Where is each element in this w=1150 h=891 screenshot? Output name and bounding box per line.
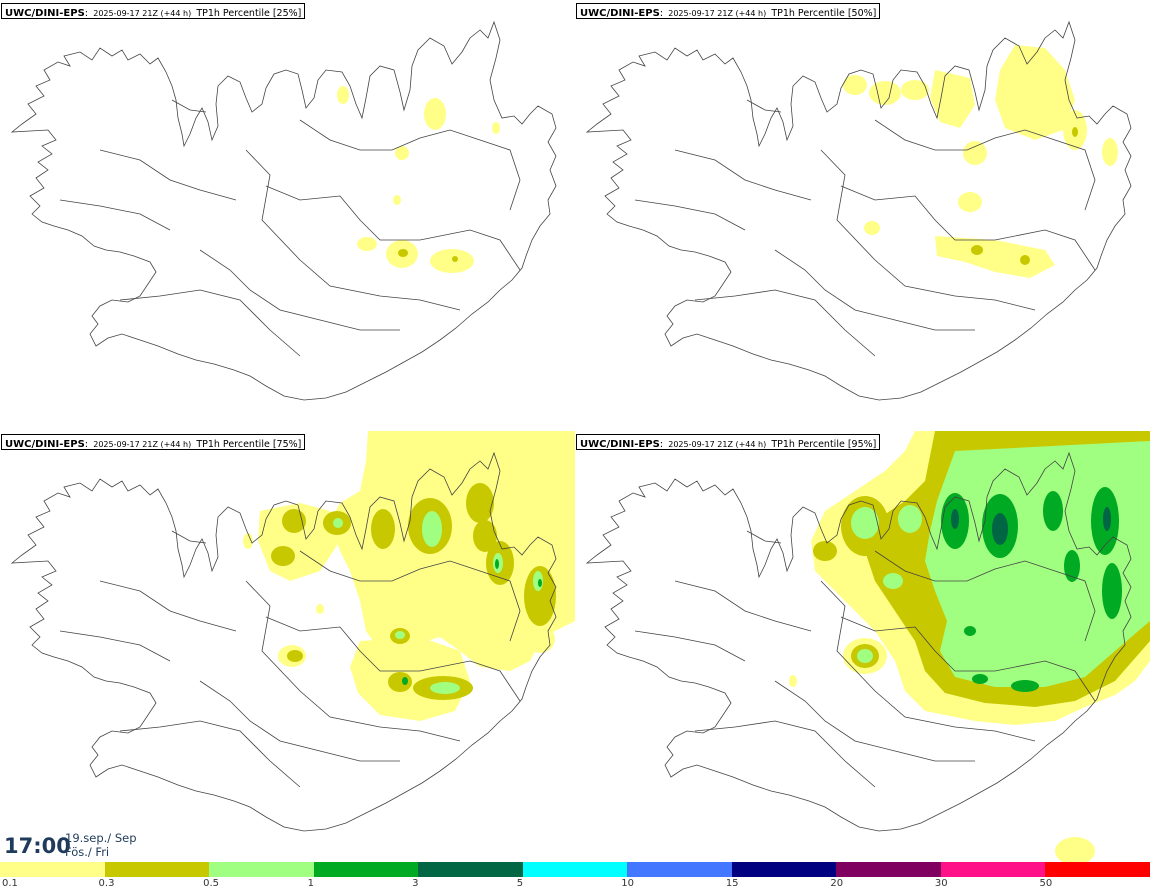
- legend-swatch: [522, 862, 629, 877]
- legend-swatch: [731, 862, 838, 877]
- map-panel-75: UWC/DINI-EPS: 2025-09-17 21Z (+44 h) TP1…: [0, 431, 575, 862]
- precip-field: [243, 431, 575, 721]
- legend-bar: [0, 862, 1150, 877]
- legend-label: 15: [725, 878, 739, 889]
- legend-swatch: [940, 862, 1047, 877]
- map-panel-50: UWC/DINI-EPS: 2025-09-17 21Z (+44 h) TP1…: [575, 0, 1150, 431]
- parameter-label: TP1h Percentile [95%]: [771, 439, 877, 450]
- model-name: UWC/DINI-EPS: [580, 439, 660, 450]
- legend-label: 0.1: [2, 878, 18, 889]
- legend-label: 50: [1039, 878, 1053, 889]
- legend-label: 10: [621, 878, 634, 889]
- legend-swatch: [209, 862, 316, 877]
- panel-title: UWC/DINI-EPS: 2025-09-17 21Z (+44 h) TP1…: [576, 434, 881, 450]
- map-panel-95: UWC/DINI-EPS: 2025-09-17 21Z (+44 h) TP1…: [575, 431, 1150, 862]
- legend-swatch: [104, 862, 211, 877]
- legend-swatch: [1045, 862, 1150, 877]
- valid-time-box: 17:00 19.sep./ Sep Fös./ Fri: [0, 826, 140, 862]
- legend-swatch: [418, 862, 525, 877]
- legend-swatch: [313, 862, 420, 877]
- legend-label: 0.5: [203, 878, 219, 889]
- legend-label: 1: [307, 878, 314, 889]
- panel-title: UWC/DINI-EPS: 2025-09-17 21Z (+44 h) TP1…: [1, 3, 306, 19]
- panel-title: UWC/DINI-EPS: 2025-09-17 21Z (+44 h) TP1…: [576, 3, 881, 19]
- parameter-label: TP1h Percentile [25%]: [196, 8, 302, 19]
- iceland-map: [11, 21, 557, 401]
- iceland-map: [586, 431, 1150, 862]
- legend-label: 30: [934, 878, 948, 889]
- legend-label: 0.3: [98, 878, 115, 889]
- precip-field: [843, 45, 1118, 278]
- model-name: UWC/DINI-EPS: [580, 8, 660, 19]
- precip-field: [337, 86, 500, 273]
- run-time: 2025-09-17 21Z (+44 h): [668, 9, 767, 18]
- iceland-map: [586, 21, 1132, 401]
- legend-swatch: [836, 862, 943, 877]
- panel-title: UWC/DINI-EPS: 2025-09-17 21Z (+44 h) TP1…: [1, 434, 306, 450]
- valid-weekday: Fös./ Fri: [65, 845, 110, 859]
- iceland-map: [11, 431, 575, 832]
- valid-date: 19.sep./ Sep: [65, 831, 137, 845]
- run-time: 2025-09-17 21Z (+44 h): [668, 440, 767, 449]
- valid-time: 17:00: [4, 834, 71, 858]
- parameter-label: TP1h Percentile [75%]: [196, 439, 302, 450]
- legend-swatch: [627, 862, 734, 877]
- run-time: 2025-09-17 21Z (+44 h): [93, 9, 192, 18]
- precip-legend: 0.1 0.3 0.5 1 3 5 10 15 20 30 50: [0, 862, 1150, 891]
- parameter-label: TP1h Percentile [50%]: [771, 8, 877, 19]
- precip-field: [789, 431, 1150, 862]
- legend-label: 20: [830, 878, 844, 889]
- legend-label: 5: [516, 878, 524, 889]
- run-time: 2025-09-17 21Z (+44 h): [93, 440, 192, 449]
- model-name: UWC/DINI-EPS: [5, 8, 85, 19]
- legend-label: 3: [412, 878, 419, 889]
- model-name: UWC/DINI-EPS: [5, 439, 85, 450]
- map-panel-25: UWC/DINI-EPS: 2025-09-17 21Z (+44 h) TP1…: [0, 0, 575, 431]
- legend-swatch: [0, 862, 106, 877]
